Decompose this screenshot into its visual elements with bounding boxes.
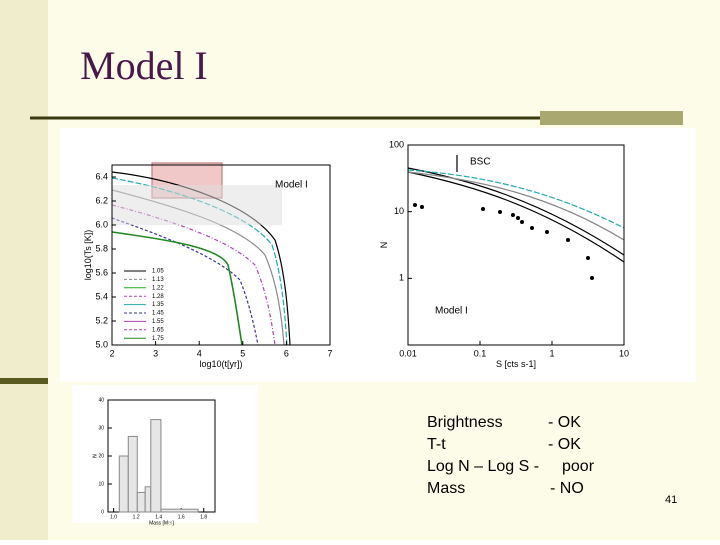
slide-title: Model I (80, 43, 208, 88)
histogram-bar (150, 419, 162, 513)
bullet-status: poor (562, 458, 595, 475)
x-tick-label: 3 (153, 348, 158, 358)
y-tick-label: 6.0 (95, 219, 108, 229)
curve (111, 171, 291, 346)
title-rule-block (540, 111, 683, 125)
bullet-label: Mass (427, 480, 465, 497)
side-band (0, 0, 48, 540)
histogram-bar (127, 435, 138, 513)
y-axis-label: log10(Ts [K]) (83, 230, 93, 281)
y-tick-label: 30 (98, 425, 104, 431)
y-tick-label: 20 (98, 453, 104, 459)
histogram-bar (118, 455, 129, 513)
legend-label: 1.13 (152, 277, 164, 283)
bullet-label: T-t (427, 436, 446, 453)
x-tick-label: 1.0 (110, 514, 117, 520)
x-axis-label: log10(t[yr]) (199, 359, 242, 369)
histogram-bar (136, 491, 146, 513)
x-tick-label: 2 (109, 348, 114, 358)
x-tick-label: 4 (197, 348, 202, 358)
x-axis-label: Mass [M☉] (149, 520, 174, 526)
y-tick-label: 10 (394, 206, 404, 216)
y-tick-label: 100 (389, 139, 404, 149)
y-axis-label: N (379, 242, 389, 249)
bullet-status: - OK (548, 436, 581, 453)
bullet-label: Log N – Log S - (427, 458, 539, 475)
x-axis-label: S [cts s-1] (496, 359, 536, 369)
y-tick-label: 5.4 (95, 291, 108, 301)
curve (407, 171, 625, 263)
histogram-bar (144, 486, 152, 513)
legend-label: 1.45 (152, 311, 164, 317)
legend-label: 1.28 (152, 294, 164, 300)
curve (111, 231, 243, 346)
bullet-status: - OK (548, 414, 581, 431)
legend-label: 1.35 (152, 302, 164, 308)
legend-label: 1.22 (152, 285, 164, 291)
side-bar (0, 378, 48, 384)
y-axis-label: N (92, 454, 98, 458)
y-tick-label: 6.2 (95, 195, 108, 205)
x-tick-label: 7 (327, 348, 332, 358)
bullet-list: Brightness - OK T-t - OK Log N – Log S -… (427, 414, 595, 497)
y-tick-label: 6.4 (95, 171, 108, 181)
annotation: Model I (435, 306, 468, 317)
x-tick-label: 5 (240, 348, 245, 358)
curve (407, 171, 625, 241)
curve (407, 167, 625, 256)
bullet-label: Brightness (427, 414, 503, 431)
y-tick-label: 10 (98, 481, 104, 487)
legend-label: 1.75 (152, 336, 164, 342)
y-tick-label: 0 (101, 509, 104, 515)
histogram-bar (160, 508, 199, 513)
x-tick-label: 0.1 (474, 348, 487, 358)
bullet-status: - NO (550, 480, 584, 497)
x-tick-label: 1.6 (178, 514, 185, 520)
y-tick-label: 5.2 (95, 315, 108, 325)
x-tick-label: 1.8 (200, 514, 207, 520)
y-tick-label: 5.0 (95, 339, 108, 349)
curve (111, 217, 259, 346)
x-tick-label: 1 (549, 348, 554, 358)
y-tick-label: 5.6 (95, 267, 108, 277)
legend-label: 1.65 (152, 327, 164, 333)
cooling-curves (111, 162, 291, 346)
page-number: 41 (665, 494, 677, 506)
band (112, 185, 282, 225)
axes-frame (407, 144, 625, 346)
y-tick-label: 40 (98, 397, 104, 403)
y-tick-label: 5.8 (95, 243, 108, 253)
legend-label: 1.05 (152, 269, 164, 275)
x-tick-label: 10 (619, 348, 629, 358)
histogram-panel (72, 385, 258, 523)
x-tick-label: 1.4 (155, 514, 162, 520)
axes-frame (111, 164, 331, 346)
points (413, 203, 594, 280)
x-tick-label: 0.01 (399, 348, 417, 358)
x-tick-label: 6 (284, 348, 289, 358)
annotation: Model I (275, 180, 308, 191)
logns-curves (407, 155, 625, 280)
x-tick-label: 1.2 (133, 514, 140, 520)
curve (407, 169, 625, 229)
annotation: BSC (470, 157, 491, 168)
y-tick-label: 1 (399, 273, 404, 283)
legend-label: 1.55 (152, 319, 164, 325)
